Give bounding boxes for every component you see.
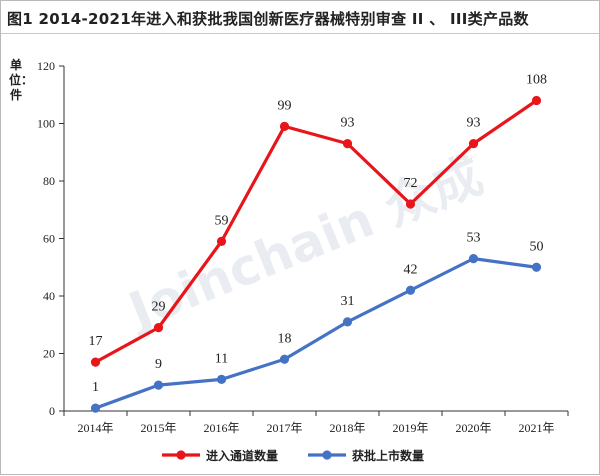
data-point-2 [90, 403, 101, 413]
data-label-2: 53 [467, 231, 481, 246]
data-point-1 [531, 95, 542, 106]
data-point-2 [279, 354, 290, 364]
x-tick-label: 2015年 [140, 421, 176, 435]
legend-marker-2 [322, 450, 332, 460]
watermark: Joinchain 众成 [118, 146, 490, 341]
data-label-1: 59 [215, 213, 229, 228]
y-tick-label: 60 [43, 232, 55, 246]
data-label-1: 29 [152, 300, 166, 315]
x-tick-label: 2017年 [266, 421, 302, 435]
data-label-2: 9 [155, 357, 162, 372]
y-tick-label: 0 [49, 404, 55, 418]
x-tick-label: 2018年 [329, 421, 365, 435]
data-point-2 [531, 262, 542, 272]
x-tick-label: 2014年 [77, 421, 113, 435]
x-tick-label: 2016年 [203, 421, 239, 435]
data-label-2: 1 [92, 380, 99, 395]
x-tick-label: 2021年 [518, 421, 554, 435]
y-tick-label: 100 [37, 117, 55, 131]
y-tick-label: 40 [43, 289, 55, 303]
data-label-2: 11 [215, 351, 228, 366]
y-tick-label: 80 [43, 174, 55, 188]
data-point-1 [468, 139, 479, 149]
y-tick-label: 20 [43, 347, 55, 361]
data-label-1: 108 [526, 73, 547, 88]
data-point-1 [90, 357, 101, 367]
series-line-1 [93, 98, 539, 364]
data-point-1 [279, 121, 290, 131]
title-divider [1, 33, 599, 34]
series-line-2 [93, 257, 539, 410]
legend-marker-1 [176, 450, 186, 460]
data-label-1: 17 [89, 334, 103, 349]
legend-label-2: 获批上市数量 [351, 448, 424, 463]
data-label-1: 93 [467, 116, 481, 131]
data-point-1 [342, 139, 353, 149]
data-label-1: 93 [341, 116, 355, 131]
data-label-2: 18 [278, 331, 292, 346]
data-label-2: 42 [404, 262, 418, 277]
x-tick-label: 2019年 [392, 421, 428, 435]
y-tick-label: 120 [37, 59, 55, 73]
data-label-2: 50 [530, 239, 544, 254]
data-point-2 [468, 254, 479, 264]
data-point-1 [405, 199, 416, 209]
data-point-2 [405, 285, 416, 295]
data-label-2: 31 [341, 294, 355, 309]
x-tick-label: 2020年 [455, 421, 491, 435]
data-point-2 [216, 374, 227, 384]
data-label-1: 72 [404, 176, 418, 191]
legend-label-1: 进入通道数量 [206, 448, 278, 463]
data-label-1: 99 [278, 98, 292, 113]
data-point-1 [153, 323, 164, 333]
data-point-2 [342, 317, 353, 327]
data-point-1 [216, 236, 227, 246]
chart-title: 图1 2014-2021年进入和获批我国创新医疗器械特别审查 II 、 III类… [7, 10, 529, 28]
data-point-2 [153, 380, 164, 390]
